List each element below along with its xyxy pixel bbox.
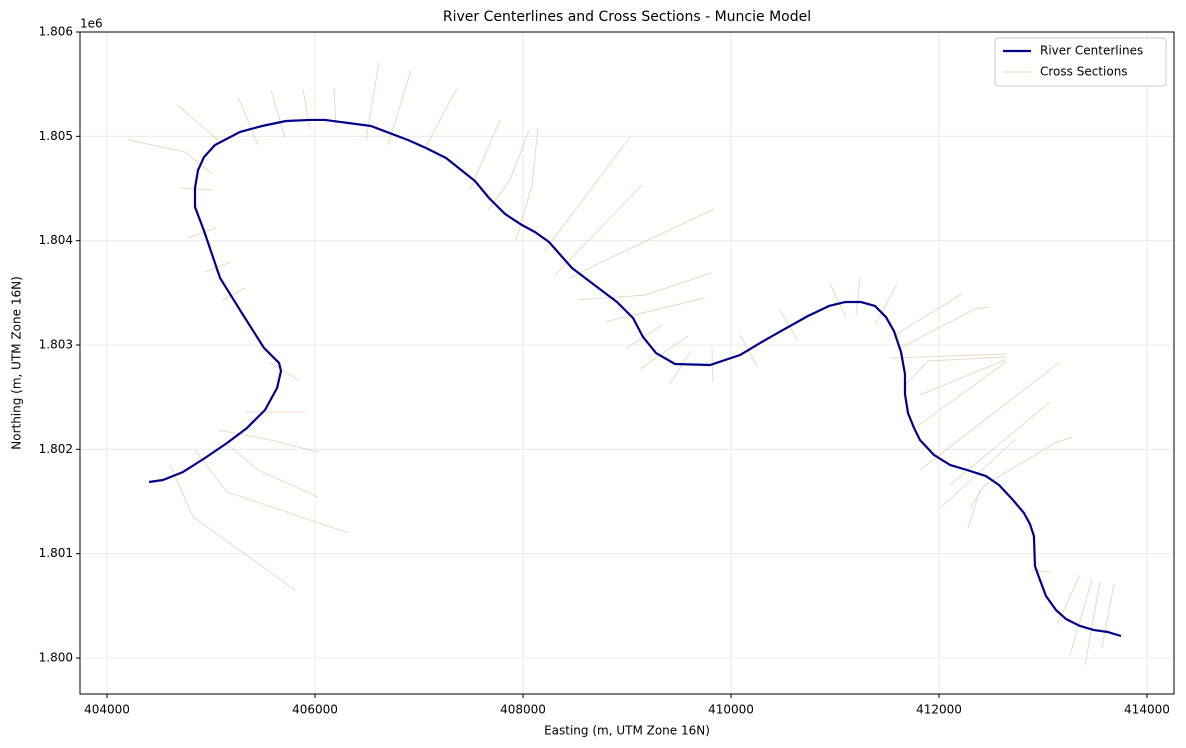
cross-section bbox=[1029, 569, 1052, 573]
plot-frame bbox=[79, 31, 1175, 695]
y-tick-label: 1.806 bbox=[39, 25, 73, 39]
cross-section bbox=[1056, 574, 1081, 626]
legend-label: River Centerlines bbox=[1040, 44, 1143, 58]
cross-section bbox=[669, 351, 691, 385]
cross-section bbox=[269, 361, 299, 381]
y-tick-label: 1.800 bbox=[39, 651, 73, 665]
cross-section bbox=[544, 136, 631, 251]
legend-box bbox=[994, 37, 1167, 87]
legend-label: Cross Sections bbox=[1040, 65, 1128, 79]
cross-section bbox=[469, 119, 501, 191]
cross-section bbox=[302, 89, 311, 131]
cross-section bbox=[919, 361, 1061, 471]
cross-section bbox=[365, 61, 380, 141]
cross-section bbox=[949, 401, 1051, 486]
cross-section bbox=[194, 449, 350, 534]
cross-section bbox=[874, 283, 898, 326]
x-tick-label: 410000 bbox=[708, 703, 754, 717]
x-tick-label: 408000 bbox=[500, 703, 546, 717]
cross-section bbox=[1084, 581, 1101, 666]
cross-section bbox=[639, 335, 689, 370]
y-tick-label: 1.802 bbox=[39, 442, 73, 456]
cross-section bbox=[387, 69, 412, 146]
x-tick-label: 412000 bbox=[916, 703, 962, 717]
x-tick-label: 404000 bbox=[84, 703, 130, 717]
cross-section bbox=[1101, 583, 1115, 649]
cross-section bbox=[176, 104, 219, 141]
cross-section bbox=[604, 297, 706, 323]
cross-section bbox=[127, 139, 213, 175]
cross-section bbox=[967, 489, 981, 529]
cross-section bbox=[204, 261, 232, 273]
cross-section bbox=[237, 96, 259, 146]
cross-section bbox=[424, 87, 458, 149]
cross-section bbox=[919, 359, 1006, 396]
cross-section bbox=[169, 464, 296, 591]
cross-section bbox=[889, 353, 1006, 359]
y-tick-label: 1.801 bbox=[39, 546, 73, 560]
cross-section bbox=[914, 361, 1007, 429]
y-axis-label: Northing (m, UTM Zone 16N) bbox=[10, 276, 24, 450]
cross-section bbox=[227, 444, 319, 498]
cross-section bbox=[515, 127, 539, 241]
cross-section bbox=[222, 287, 246, 301]
cross-section bbox=[487, 129, 530, 211]
x-tick-label: 406000 bbox=[292, 703, 338, 717]
x-tick-label: 414000 bbox=[1124, 703, 1170, 717]
cross-section bbox=[569, 208, 715, 279]
y-tick-label: 1.804 bbox=[39, 233, 73, 247]
cross-section bbox=[829, 282, 847, 319]
cross-section bbox=[904, 356, 1006, 386]
cross-section bbox=[270, 89, 286, 139]
cross-section bbox=[1069, 579, 1093, 656]
river-centerline bbox=[148, 118, 1122, 638]
cross-section bbox=[899, 306, 990, 349]
cross-section bbox=[577, 272, 712, 301]
y-tick-label: 1.803 bbox=[39, 338, 73, 352]
y-tick-label: 1.805 bbox=[39, 129, 73, 143]
cross-section bbox=[217, 429, 319, 453]
cross-section bbox=[894, 293, 963, 336]
chart-title: River Centerlines and Cross Sections - M… bbox=[443, 9, 811, 25]
cross-section bbox=[554, 184, 643, 276]
cross-section bbox=[969, 436, 1073, 509]
cross-section bbox=[187, 227, 217, 239]
y-offset-label: 1e6 bbox=[80, 17, 103, 31]
cross-section bbox=[855, 277, 861, 317]
x-axis-label: Easting (m, UTM Zone 16N) bbox=[544, 724, 710, 738]
